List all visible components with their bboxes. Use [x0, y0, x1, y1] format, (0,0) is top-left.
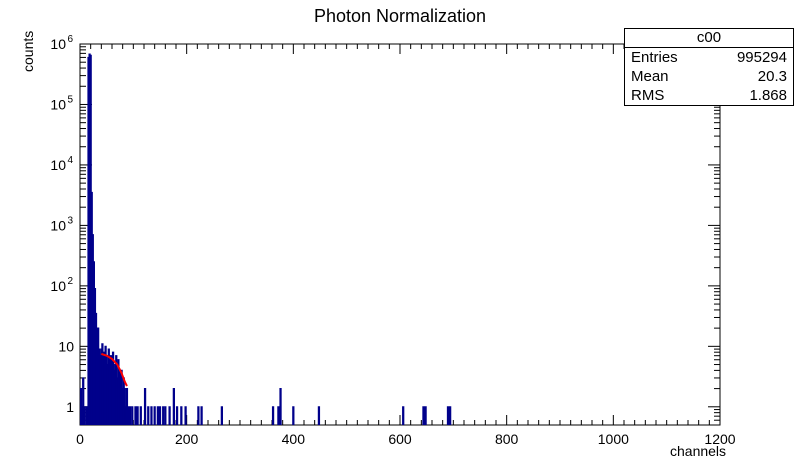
histogram-bin	[197, 406, 200, 425]
histogram-bin	[153, 406, 156, 425]
histogram-bin	[164, 406, 167, 425]
histogram-bin	[424, 406, 427, 425]
histogram-bin	[449, 406, 452, 425]
x-axis-label: channels	[670, 443, 727, 459]
stats-row-rms: RMS 1.868	[625, 86, 793, 105]
histogram-bin	[126, 406, 130, 425]
stats-label: Entries	[631, 49, 678, 66]
histogram-bin	[83, 406, 86, 425]
histogram-bin	[180, 406, 183, 425]
histogram-bin	[184, 406, 187, 425]
histogram-bin	[220, 406, 223, 425]
stats-value: 20.3	[757, 68, 787, 85]
stats-value: 995294	[736, 49, 787, 66]
histogram-bin	[168, 406, 171, 425]
stats-name: c00	[625, 29, 793, 48]
histogram-bin	[156, 406, 159, 425]
x-tick-label: 0	[76, 431, 84, 447]
y-tick-exponent: 2	[67, 276, 73, 287]
histogram-bin	[446, 406, 450, 425]
stats-row-entries: Entries 995294	[625, 48, 793, 67]
histogram-bin	[292, 406, 295, 425]
histogram-bin	[131, 406, 134, 425]
y-tick-exponent: 5	[67, 94, 73, 105]
histogram-bin	[139, 406, 142, 425]
stats-value: 1.868	[749, 87, 787, 104]
y-tick-label: 10	[58, 338, 74, 354]
histogram-bin	[147, 406, 150, 425]
y-tick-label: 10	[50, 217, 66, 233]
histogram-bin	[317, 406, 321, 425]
histogram-bin	[129, 406, 132, 425]
histogram-bin	[175, 406, 179, 425]
y-tick-label: 1	[66, 399, 74, 415]
x-tick-label: 400	[282, 431, 306, 447]
histogram-bin	[134, 406, 137, 425]
fit-curve	[101, 352, 128, 387]
histogram-bin	[200, 406, 203, 425]
y-tick-exponent: 3	[67, 215, 73, 226]
histogram-bin	[143, 387, 147, 425]
y-tick-label: 10	[50, 157, 66, 173]
y-tick-label: 10	[50, 96, 66, 112]
x-tick-label: 1200	[704, 431, 735, 447]
histogram-bin	[82, 377, 85, 425]
stats-label: RMS	[631, 87, 665, 104]
histogram-bin	[136, 406, 139, 425]
histogram-bin	[172, 387, 175, 425]
histogram-bin	[85, 406, 88, 425]
y-axis-label: counts	[20, 30, 36, 72]
stats-row-mean: Mean 20.3	[625, 67, 793, 86]
histogram-bin	[277, 406, 280, 425]
y-tick-label: 10	[50, 278, 66, 294]
y-tick-exponent: 4	[67, 155, 73, 166]
x-tick-label: 200	[175, 431, 199, 447]
histogram-bin	[279, 387, 282, 425]
histogram-bin	[402, 406, 405, 425]
chart-title: Photon Normalization	[313, 6, 487, 26]
y-tick-exponent: 6	[67, 34, 73, 45]
histogram-bin	[150, 406, 153, 425]
x-tick-label: 600	[388, 431, 412, 447]
x-tick-label: 1000	[598, 431, 629, 447]
y-tick-label: 10	[50, 36, 66, 52]
x-tick-label: 800	[495, 431, 519, 447]
stats-box: c00 Entries 995294 Mean 20.3 RMS 1.868	[624, 28, 794, 106]
histogram-bin	[162, 406, 165, 425]
stats-label: Mean	[631, 68, 669, 85]
histogram-bin	[158, 406, 162, 425]
histogram-bin	[422, 406, 425, 425]
histogram-bin	[271, 406, 275, 425]
